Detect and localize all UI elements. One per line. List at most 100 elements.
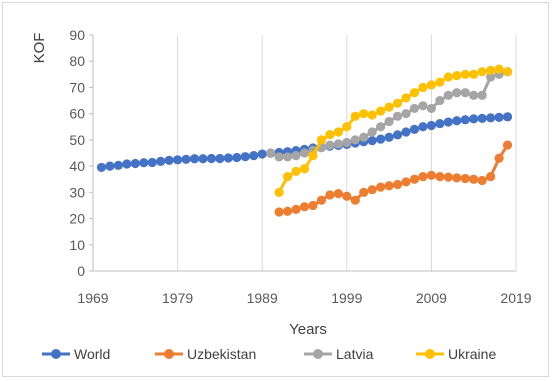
y-tick-label: 50 — [69, 132, 85, 148]
legend-label-ukraine: Ukraine — [448, 346, 496, 362]
data-point-latvia — [452, 88, 462, 98]
data-point-ukraine — [359, 109, 369, 119]
series-line-ukraine — [277, 67, 508, 194]
data-point-world — [435, 119, 445, 129]
data-point-world — [384, 132, 394, 142]
data-point-world — [460, 115, 470, 125]
data-point-world — [409, 124, 420, 134]
data-point-ukraine — [291, 166, 301, 176]
data-point-world — [257, 149, 267, 159]
data-point-latvia — [342, 137, 352, 148]
data-point-latvia — [384, 116, 394, 127]
data-point-ukraine — [486, 65, 496, 75]
y-tick-label: 90 — [69, 27, 85, 43]
axes: 0 10 20 30 40 50 60 70 80 90 1969 1979 1989 1999 2009 2… — [69, 27, 531, 306]
data-point-uzbekistan — [435, 172, 445, 182]
data-point-uzbekistan — [333, 189, 343, 199]
data-point-latvia — [299, 148, 310, 158]
data-point-latvia — [418, 101, 428, 111]
data-point-ukraine — [435, 77, 445, 87]
data-point-ukraine — [443, 72, 453, 82]
data-point-latvia — [274, 152, 284, 162]
data-point-ukraine — [325, 130, 335, 140]
data-point-world — [367, 136, 377, 146]
series-line-latvia — [270, 70, 508, 159]
data-point-world — [232, 152, 242, 163]
data-point-ukraine — [367, 110, 377, 120]
data-point-ukraine — [274, 187, 284, 197]
data-point-world — [181, 154, 191, 164]
data-point-latvia — [291, 151, 301, 161]
legend-label-latvia: Latvia — [336, 346, 374, 362]
data-point-world — [215, 153, 225, 164]
y-tick-label: 10 — [69, 237, 85, 253]
data-point-world — [198, 154, 208, 164]
y-tick-label: 70 — [69, 79, 85, 95]
data-point-uzbekistan — [494, 153, 504, 163]
data-point-world — [443, 117, 453, 127]
data-point-world — [494, 112, 504, 122]
data-point-uzbekistan — [342, 191, 352, 201]
data-point-uzbekistan — [486, 172, 496, 182]
data-point-world — [392, 130, 403, 140]
data-point-latvia — [392, 111, 403, 121]
data-point-latvia — [426, 103, 436, 114]
data-point-uzbekistan — [359, 187, 369, 197]
data-point-ukraine — [477, 67, 487, 77]
data-point-world — [469, 114, 479, 124]
data-point-ukraine — [308, 151, 318, 161]
y-tick-label: 0 — [77, 263, 85, 279]
data-point-world — [418, 122, 428, 132]
data-point-uzbekistan — [367, 185, 377, 195]
data-point-world — [249, 151, 259, 161]
data-point-world — [96, 162, 107, 173]
legend: World Uzbekistan Latvia Ukraine — [42, 346, 496, 362]
data-point-latvia — [350, 135, 360, 145]
data-point-latvia — [325, 140, 335, 150]
data-point-uzbekistan — [452, 173, 462, 183]
x-tick-label: 1989 — [247, 290, 278, 306]
data-point-world — [502, 112, 513, 122]
data-point-uzbekistan — [443, 172, 453, 182]
data-point-world — [189, 154, 200, 164]
data-point-world — [452, 116, 462, 126]
data-point-ukraine — [418, 82, 428, 93]
legend-label-world: World — [74, 346, 110, 362]
data-point-uzbekistan — [409, 174, 420, 184]
data-point-ukraine — [469, 69, 479, 79]
data-point-world — [477, 113, 487, 123]
data-point-world — [147, 157, 157, 168]
data-point-ukraine — [299, 164, 310, 174]
series — [96, 64, 513, 217]
data-point-uzbekistan — [299, 202, 310, 212]
x-tick-label: 1979 — [162, 290, 193, 306]
data-point-latvia — [266, 148, 276, 158]
data-point-latvia — [469, 90, 479, 100]
data-point-world — [139, 158, 149, 168]
data-point-ukraine — [426, 80, 436, 90]
y-tick-label: 20 — [69, 211, 85, 227]
data-point-uzbekistan — [274, 207, 284, 217]
data-point-uzbekistan — [376, 182, 386, 192]
legend-marker-latvia — [313, 349, 323, 359]
data-point-world — [105, 161, 115, 171]
data-point-uzbekistan — [384, 181, 394, 191]
y-tick-label: 80 — [69, 53, 85, 69]
data-point-world — [206, 153, 217, 164]
data-point-uzbekistan — [460, 173, 470, 184]
data-point-uzbekistan — [316, 195, 327, 205]
data-point-ukraine — [401, 93, 411, 103]
legend-marker-ukraine — [425, 349, 435, 359]
data-point-ukraine — [452, 71, 462, 81]
data-point-ukraine — [342, 122, 352, 132]
data-point-ukraine — [333, 127, 343, 137]
x-tick-label: 2009 — [416, 290, 447, 306]
data-point-world — [426, 120, 436, 131]
data-point-latvia — [401, 109, 411, 119]
legend-label-uzbekistan: Uzbekistan — [187, 346, 256, 362]
x-tick-label: 1999 — [331, 290, 362, 306]
data-point-world — [223, 153, 233, 163]
data-point-uzbekistan — [282, 206, 293, 216]
legend-marker-world — [51, 349, 61, 359]
